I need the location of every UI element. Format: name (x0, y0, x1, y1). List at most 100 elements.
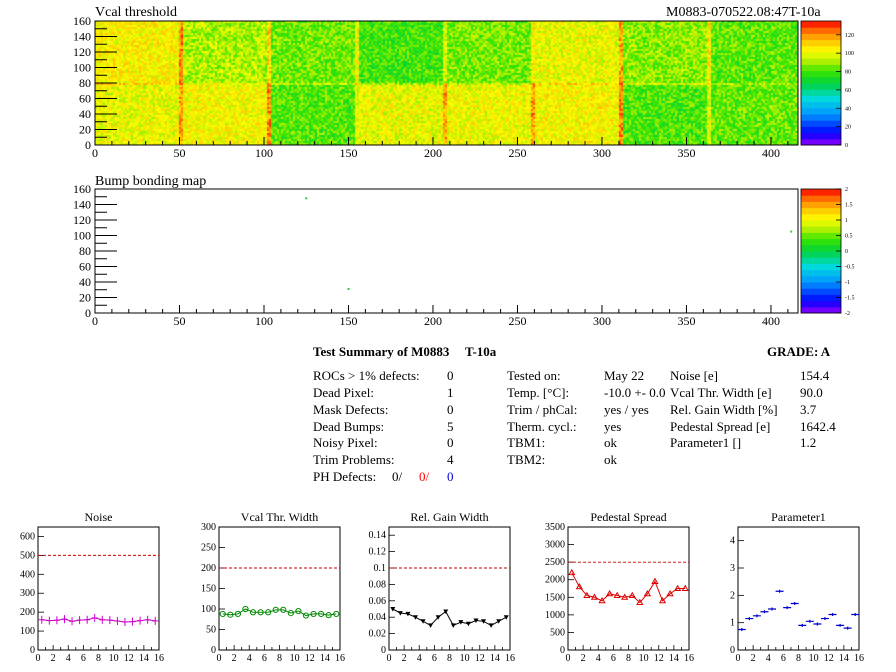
mini-point (106, 616, 113, 625)
summary-right-label: Rel. Gain Width [%] (670, 402, 778, 417)
vcal-colorbar-band (801, 70, 841, 78)
mini-point (287, 610, 294, 617)
mini-point (843, 626, 852, 630)
mini-point (613, 591, 621, 599)
mini-point (280, 606, 287, 613)
bump-ytick-label: 0 (85, 306, 91, 320)
bump-ytick-label: 140 (73, 198, 91, 212)
mini-ytick-label: 200 (201, 563, 216, 574)
vcal-colorbar-band (801, 27, 841, 34)
mini-point (310, 610, 317, 618)
mini-point (496, 619, 502, 624)
mini-point (458, 620, 464, 625)
mini-point (397, 611, 403, 616)
mini-point (621, 593, 629, 600)
summary-left-value: 0 (447, 435, 454, 450)
mini-point (405, 611, 411, 617)
mini-point (38, 615, 45, 624)
vcal-colorbar-label: 80 (845, 70, 851, 76)
summary-left-label: ROCs > 1% defects: (313, 368, 420, 383)
mini-xtick-label: 4 (596, 653, 601, 664)
vcal-colorbar-band (801, 21, 841, 28)
mini-chart-title: Pedestal Spread (590, 510, 666, 524)
vcal-colorbar-band (801, 132, 841, 140)
mini-chart-title: Noise (85, 510, 113, 524)
ph-defects-value-2: 0/ (419, 469, 430, 484)
mini-point (836, 623, 845, 627)
bump-ytick-label: 20 (79, 291, 91, 305)
vcal-ytick-label: 0 (85, 138, 91, 152)
mini-xtick-label: 0 (736, 653, 741, 664)
mini-point (752, 614, 761, 618)
vcal-colorbar-label: 20 (845, 125, 851, 131)
vcal-colorbar-label: 40 (845, 106, 851, 112)
mini-ytick-label: 0.06 (369, 596, 387, 607)
vcal-colorbar-band (801, 76, 841, 84)
mini-ytick-label: 500 (20, 550, 35, 561)
vcal-colorbar-label: 120 (845, 33, 854, 39)
mini-point (783, 606, 792, 610)
bump-colorbar-band (801, 232, 841, 240)
mini-point (828, 612, 837, 616)
bump-colorbar-label: 2 (845, 187, 848, 193)
bump-colorbar-band (801, 201, 841, 209)
mini-point (84, 615, 91, 624)
mini-xtick-label: 12 (305, 653, 315, 664)
vcal-colorbar-band (801, 89, 841, 96)
mini-ytick-label: 0.04 (369, 612, 387, 623)
mini-xtick-label: 4 (417, 653, 422, 664)
vcal-xtick-label: 300 (593, 146, 611, 160)
mini-xtick-label: 10 (639, 653, 649, 664)
mini-point (636, 598, 644, 606)
summary-right-value: 3.7 (800, 402, 817, 417)
bump-colorbar-band (801, 275, 841, 283)
mini-ytick-label: 0 (381, 645, 386, 656)
mini-ytick-label: 1500 (545, 592, 565, 603)
bump-colorbar-band (801, 257, 841, 264)
mini-point (114, 617, 121, 626)
mini-point (503, 615, 509, 620)
ph-defects-value-1: 0/ (392, 469, 403, 484)
mini-xtick-label: 0 (387, 653, 392, 664)
bump-xtick-label: 250 (508, 314, 526, 328)
bump-xtick-label: 50 (173, 314, 185, 328)
bump-colorbar-band (801, 220, 841, 227)
mini-chart-frame (567, 526, 690, 651)
vcal-xtick-label: 0 (92, 146, 98, 160)
vcal-colorbar-band (801, 107, 841, 115)
bump-colorbar-label: 0 (845, 249, 848, 255)
mini-chart-title: Parameter1 (771, 510, 826, 524)
bump-colorbar-band (801, 226, 841, 233)
mini-xtick-label: 8 (96, 653, 101, 664)
vcal-colorbar-band (801, 95, 841, 103)
bump-ytick-label: 100 (73, 229, 91, 243)
vcal-xtick-label: 200 (424, 146, 442, 160)
mini-point (628, 591, 636, 599)
mini-point (317, 610, 325, 618)
mini-point (737, 628, 746, 631)
mini-ytick-label: 600 (20, 531, 35, 542)
mini-chart-pedestal-spread (567, 526, 690, 651)
mini-ytick-label: 0.12 (369, 547, 387, 558)
mini-point (798, 623, 807, 627)
mini-point (598, 597, 606, 604)
mini-xtick-label: 12 (824, 653, 834, 664)
bump-colorbar-label: -1.5 (845, 296, 855, 302)
mini-point (450, 623, 456, 628)
mini-chart-frame (737, 526, 860, 651)
vcal-map-title: Vcal threshold (95, 5, 178, 20)
bump-colorbar-label: -1 (845, 280, 850, 286)
mini-ytick-label: 2000 (545, 575, 565, 586)
mini-point (61, 615, 68, 624)
mini-series-line (222, 608, 337, 617)
vcal-colorbar-band (801, 39, 841, 47)
mini-point (265, 609, 272, 616)
vcal-xtick-label: 150 (339, 146, 357, 160)
bump-xtick-label: 350 (677, 314, 695, 328)
vcal-colorbar-band (801, 101, 841, 109)
mini-xtick-label: 4 (766, 653, 771, 664)
mini-chart-frame (218, 526, 341, 651)
summary-mid-value: ok (604, 435, 617, 450)
mini-point (53, 616, 60, 625)
bump-colorbar-band (801, 282, 841, 289)
